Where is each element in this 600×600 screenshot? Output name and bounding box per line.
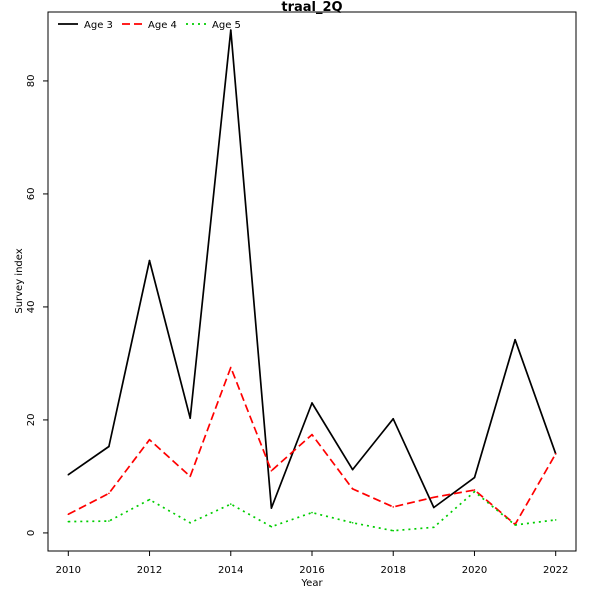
data-point (67, 520, 70, 523)
data-point (148, 259, 151, 262)
data-point (108, 520, 110, 522)
data-point (514, 338, 516, 341)
x-tick-label: 2010 (56, 565, 81, 576)
legend-label: Age 4 (148, 20, 177, 31)
x-tick-label: 2022 (543, 565, 568, 576)
data-point (473, 476, 476, 479)
legend: Age 3 Age 4 Age 5 (58, 20, 241, 31)
data-point (433, 496, 435, 499)
data-point (108, 492, 110, 495)
data-point (351, 488, 354, 490)
data-point (270, 507, 273, 509)
data-point (229, 503, 232, 505)
legend-label: Age 3 (84, 20, 113, 31)
data-point (514, 524, 516, 526)
data-point (229, 366, 232, 369)
data-point (67, 513, 70, 516)
x-tick-label: 2014 (218, 565, 243, 576)
data-point (473, 490, 476, 493)
x-axis-title: Year (300, 578, 323, 589)
y-tick-label: 0 (26, 530, 37, 536)
chart-title: traal_2Q (281, 0, 342, 15)
y-tick-label: 80 (26, 75, 37, 88)
series-layer (67, 29, 557, 532)
y-tick-label: 60 (26, 188, 37, 201)
data-point (311, 433, 313, 436)
data-point (392, 417, 395, 420)
x-tick-label: 2012 (137, 565, 162, 576)
data-point (392, 529, 395, 532)
data-point (351, 468, 354, 471)
legend-label: Age 5 (212, 20, 241, 31)
data-point (189, 521, 191, 524)
data-point (189, 417, 191, 420)
y-axis-title: Survey index (14, 248, 25, 313)
data-point (189, 475, 191, 478)
data-point (392, 506, 395, 508)
data-point (311, 402, 313, 404)
x-tick-label: 2020 (462, 565, 487, 576)
data-point (270, 525, 273, 528)
series-line-age-3 (67, 29, 557, 509)
x-axis: 2010 2012 2014 2016 2018 2020 2022 (56, 551, 568, 576)
data-point (148, 498, 151, 501)
y-axis: 0 20 40 60 80 (26, 75, 48, 536)
data-point (433, 506, 435, 509)
data-point (554, 519, 557, 521)
x-tick-label: 2018 (381, 565, 406, 576)
data-point (351, 521, 354, 524)
data-point (473, 489, 476, 491)
data-point (554, 453, 557, 455)
data-point (311, 511, 313, 514)
x-tick-label: 2016 (299, 565, 324, 576)
data-point (433, 526, 435, 529)
data-point (67, 473, 70, 476)
data-point (229, 29, 232, 31)
y-tick-label: 40 (26, 301, 37, 314)
data-point (108, 445, 110, 448)
y-tick-label: 20 (26, 414, 37, 427)
data-point (148, 438, 151, 441)
data-point (270, 469, 273, 472)
series-line-age-4 (67, 366, 557, 526)
